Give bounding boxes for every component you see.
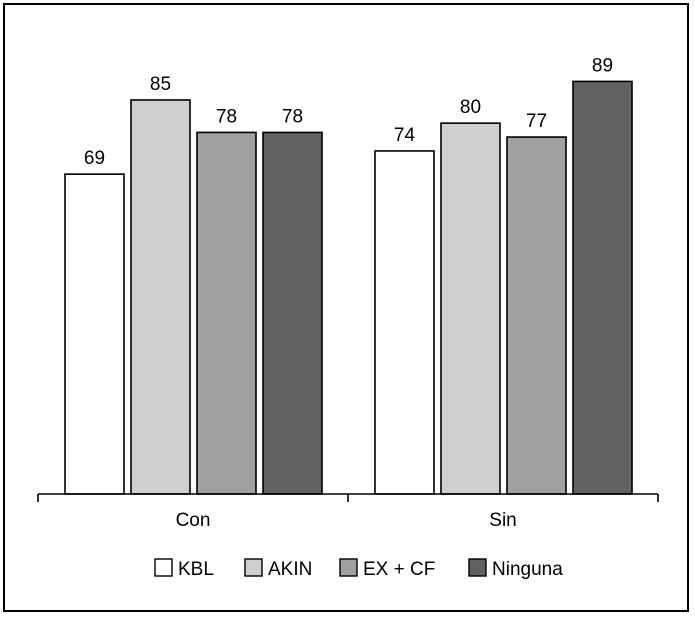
value-label: 69 xyxy=(84,148,105,169)
category-label: Sin xyxy=(489,510,516,531)
bar-sin-0 xyxy=(374,150,435,495)
value-label: 77 xyxy=(526,111,547,132)
legend-swatch xyxy=(154,558,173,577)
value-labels-group: 69 74 85 80 78 77 78 89 xyxy=(84,55,613,169)
legend-label: Ninguna xyxy=(492,559,563,580)
value-label: 89 xyxy=(592,55,613,76)
bars-group xyxy=(64,80,633,495)
x-axis xyxy=(37,493,659,502)
category-labels-group: Con Sin xyxy=(176,510,517,531)
legend-swatch xyxy=(339,558,358,577)
legend-label: EX + CF xyxy=(363,559,435,580)
bar-con-1 xyxy=(130,99,191,495)
legend-label: KBL xyxy=(178,559,214,580)
value-label: 74 xyxy=(394,125,416,146)
value-label: 85 xyxy=(150,74,171,95)
legend-swatch xyxy=(244,558,263,577)
legend-label: AKIN xyxy=(268,559,312,580)
bar-sin-1 xyxy=(440,122,501,495)
bar-con-3 xyxy=(262,131,323,495)
bar-sin-3 xyxy=(572,80,633,495)
legend-swatch xyxy=(468,558,487,577)
value-label: 80 xyxy=(460,97,481,118)
value-label: 78 xyxy=(282,106,303,127)
legend: KBL AKIN EX + CF Ninguna xyxy=(154,558,563,580)
category-label: Con xyxy=(176,510,211,531)
bar-con-2 xyxy=(196,131,257,495)
bar-sin-2 xyxy=(506,136,567,495)
value-label: 78 xyxy=(216,106,237,127)
bar-con-0 xyxy=(64,173,125,495)
